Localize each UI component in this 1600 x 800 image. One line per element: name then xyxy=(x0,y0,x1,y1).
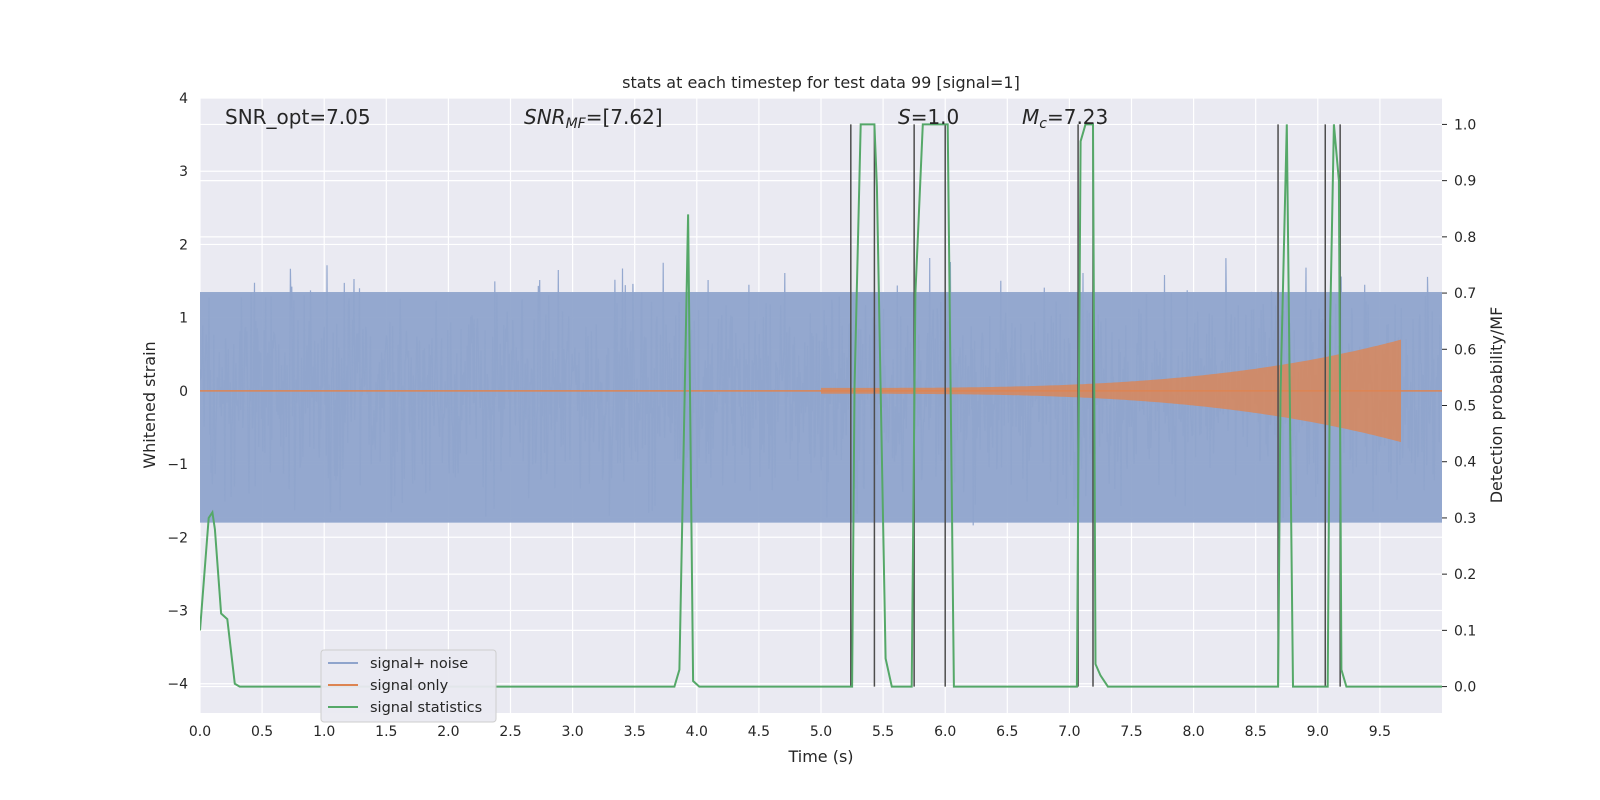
x-tick-label: 3.0 xyxy=(561,724,583,740)
snr-mf-value: =[7.62] xyxy=(586,105,663,129)
mc-name: M xyxy=(1022,105,1039,129)
legend: signal+ noise signal only signal statist… xyxy=(320,649,497,723)
y-left-tick-label: −2 xyxy=(167,530,188,546)
mc-value: =7.23 xyxy=(1047,105,1108,129)
x-tick-label: 3.5 xyxy=(624,724,646,740)
x-axis-label: Time (s) xyxy=(787,747,853,766)
x-tick-label: 6.5 xyxy=(996,724,1018,740)
y-right-axis-label: Detection probability/MF xyxy=(1487,307,1506,504)
legend-box xyxy=(320,649,497,723)
noise-trace xyxy=(200,257,1442,526)
y-right-tick-label: 0.4 xyxy=(1454,455,1476,471)
x-tick-label: 6.0 xyxy=(934,724,956,740)
mc-subscript: c xyxy=(1039,116,1047,132)
signal-chirp xyxy=(821,339,1401,443)
snr-mf-name: SNR xyxy=(524,105,566,129)
x-tick-labels: 0.0 0.5 1.0 1.5 2.0 2.5 3.0 3.5 4.0 4.5 5.0 5.5 6.0 6… xyxy=(189,724,1391,740)
x-tick-label: 9.0 xyxy=(1307,724,1329,740)
y-right-tick-label: 1.0 xyxy=(1454,117,1476,133)
x-tick-label: 8.5 xyxy=(1245,724,1267,740)
x-tick-label: 4.0 xyxy=(686,724,708,740)
chart-title: stats at each timestep for test data 99 … xyxy=(622,73,1020,92)
snr-mf-annotation: SNRMF=[7.62] xyxy=(524,105,663,132)
x-tick-label: 7.0 xyxy=(1058,724,1080,740)
x-tick-label: 4.5 xyxy=(748,724,770,740)
y-right-tick-label: 0.3 xyxy=(1454,511,1476,527)
x-tick-label: 0.0 xyxy=(189,724,211,740)
y-left-tick-label: −1 xyxy=(167,457,188,473)
y-right-tick-label: 0.7 xyxy=(1454,286,1476,302)
s-annotation: S=1.0 xyxy=(898,105,959,129)
x-tick-label: 1.0 xyxy=(313,724,335,740)
legend-label-stats: signal statistics xyxy=(370,700,482,716)
x-tick-label: 7.5 xyxy=(1120,724,1142,740)
y-left-tick-label: 0 xyxy=(179,384,188,400)
x-tick-label: 9.5 xyxy=(1369,724,1391,740)
y-left-tick-label: 3 xyxy=(179,164,188,180)
y-right-tick-label: 0.8 xyxy=(1454,230,1476,246)
y-left-axis-label: Whitened strain xyxy=(140,341,159,468)
x-tick-label: 8.0 xyxy=(1182,724,1204,740)
y-left-tick-label: −4 xyxy=(167,677,188,693)
x-tick-label: 2.5 xyxy=(499,724,521,740)
x-tick-label: 0.5 xyxy=(251,724,273,740)
snr-opt-annotation: SNR_opt=7.05 xyxy=(225,105,371,129)
x-tick-label: 2.0 xyxy=(437,724,459,740)
y-right-tick-label: 0.5 xyxy=(1454,399,1476,415)
y-left-tick-label: 1 xyxy=(179,311,188,327)
y-right-tick-label: 0.2 xyxy=(1454,567,1476,583)
y-right-tick-label: 0.0 xyxy=(1454,680,1476,696)
y-right-tick-label: 0.1 xyxy=(1454,623,1476,639)
signal-only-series xyxy=(200,339,1442,443)
mc-annotation: Mc=7.23 xyxy=(1022,105,1108,132)
y-left-tick-labels: 4 3 2 1 0 −1 −2 −3 −4 xyxy=(167,91,188,693)
snr-mf-subscript: MF xyxy=(566,116,587,132)
x-tick-label: 5.5 xyxy=(872,724,894,740)
y-right-tick-labels: 1.0 0.9 0.8 0.7 0.6 0.5 0.4 0.3 0.2 0.1 0.0 xyxy=(1442,117,1476,696)
legend-label-signal: signal only xyxy=(370,678,449,694)
s-name: S xyxy=(898,105,911,129)
y-left-tick-label: −3 xyxy=(167,604,188,620)
y-left-tick-label: 4 xyxy=(179,91,188,107)
y-left-tick-label: 2 xyxy=(179,237,188,253)
y-right-tick-label: 0.6 xyxy=(1454,342,1476,358)
x-tick-label: 5.0 xyxy=(810,724,832,740)
x-tick-label: 1.5 xyxy=(375,724,397,740)
y-right-tick-label: 0.9 xyxy=(1454,174,1476,190)
s-value: =1.0 xyxy=(911,105,960,129)
legend-label-noise: signal+ noise xyxy=(370,656,468,672)
